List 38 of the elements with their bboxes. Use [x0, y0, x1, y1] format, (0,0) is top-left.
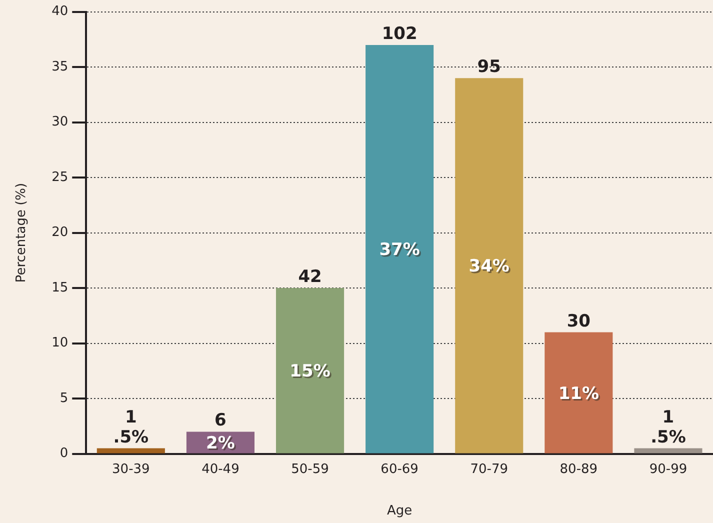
- y-tick-label: 5: [60, 390, 68, 406]
- annotation: 1: [662, 407, 674, 428]
- x-tick-label: 30-39: [112, 462, 150, 477]
- y-tick-label: 20: [52, 225, 68, 240]
- annotation: 95: [477, 57, 501, 78]
- y-tick-label: 40: [52, 4, 68, 20]
- data-label: .5%: [650, 427, 686, 448]
- y-tick-label: 35: [52, 59, 68, 74]
- y-tick-label: 30: [52, 114, 68, 130]
- x-tick-label: 60-69: [380, 462, 418, 477]
- y-axis-title: Percentage (%): [14, 182, 30, 283]
- x-tick-label: 80-89: [560, 462, 598, 477]
- data-label: 11%: [558, 384, 600, 404]
- bar: [455, 78, 524, 454]
- data-label: .5%: [113, 427, 149, 448]
- x-tick-label: 70-79: [470, 462, 508, 477]
- data-label: 34%: [468, 256, 510, 277]
- x-tick-label: 50-59: [291, 462, 329, 477]
- bar: [366, 44, 434, 454]
- y-tick-label: 0: [60, 446, 68, 462]
- data-label: 37%: [379, 240, 420, 260]
- y-tick-label: 25: [52, 170, 68, 185]
- bar: [634, 448, 702, 454]
- bar: [96, 448, 165, 454]
- annotation: 102: [382, 24, 418, 44]
- bar: [544, 332, 613, 454]
- annotation: 6: [214, 410, 226, 431]
- bar: [276, 288, 344, 454]
- x-tick-label: 40-49: [202, 462, 240, 477]
- annotation: 42: [298, 267, 322, 288]
- x-axis-title: Age: [386, 504, 412, 519]
- data-label: 15%: [290, 362, 330, 382]
- x-tick-label: 90-99: [649, 462, 688, 477]
- annotation: 1: [124, 407, 137, 428]
- y-tick-label: 10: [52, 336, 68, 351]
- y-tick-label: 15: [52, 280, 68, 296]
- data-label: 2%: [206, 434, 235, 454]
- annotation: 30: [566, 311, 591, 332]
